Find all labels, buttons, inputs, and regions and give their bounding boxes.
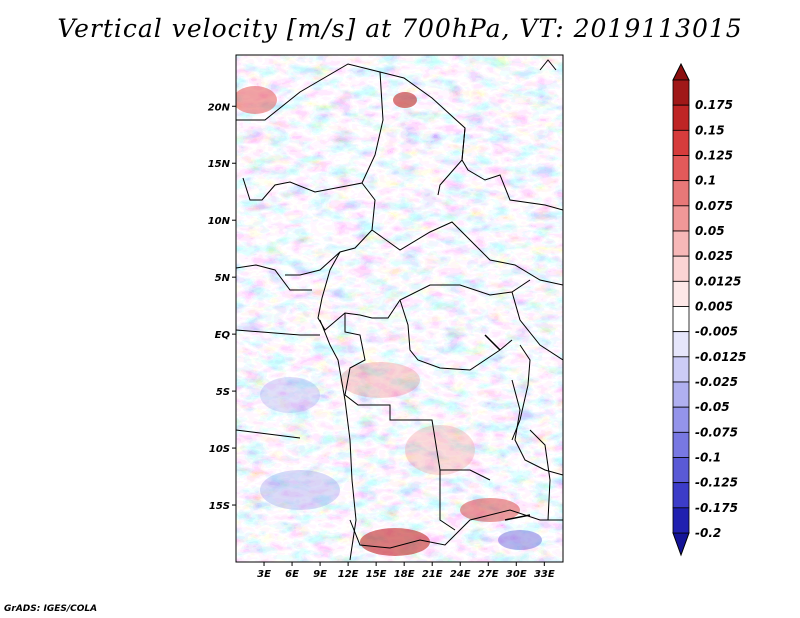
lon-tick-label: 21E [422, 569, 443, 580]
lon-tick-label: 18E [394, 569, 415, 580]
lon-tick-label: 6E [285, 569, 299, 580]
colorbar-swatch [672, 230, 690, 257]
colorbar-label: 0.075 [695, 199, 733, 213]
colorbar-swatch [672, 507, 690, 534]
colorbar-top-arrow [672, 62, 690, 81]
colorbar-swatch [672, 406, 690, 433]
lat-tick-label: 5S [216, 387, 230, 398]
lon-tick-label: 24E [450, 569, 471, 580]
colorbar-label: 0.1 [695, 174, 716, 188]
colorbar-label: -0.075 [695, 425, 738, 439]
colorbar-swatch [672, 104, 690, 131]
lat-tick-label: 15S [209, 501, 230, 512]
lat-tick-label: 10S [209, 444, 230, 455]
colorbar-swatch [672, 155, 690, 182]
lat-tick-label: 20N [208, 102, 231, 113]
grads-credit: GrADS: IGES/COLA [4, 604, 98, 614]
colorbar-swatch [672, 381, 690, 408]
lon-tick-label: 27E [478, 569, 499, 580]
lon-tick-label: 3E [257, 569, 271, 580]
colorbar-label: 0.175 [695, 98, 733, 112]
colorbar-swatch [672, 457, 690, 484]
colorbar-label: -0.125 [695, 476, 738, 490]
colorbar-label: 0.025 [695, 249, 733, 263]
colorbar-label: 0.125 [695, 149, 733, 163]
colorbar-label: -0.025 [695, 375, 738, 389]
colorbar-swatch [672, 331, 690, 358]
colorbar-label: -0.2 [695, 526, 721, 540]
colorbar-swatch [672, 180, 690, 207]
colorbar-swatch [672, 306, 690, 333]
colorbar-swatch [672, 482, 690, 509]
lat-tick-label: 5N [215, 273, 231, 284]
colorbar-swatch [672, 205, 690, 232]
lon-tick-label: 30E [506, 569, 527, 580]
colorbar-label: 0.005 [695, 300, 733, 314]
colorbar-label: 0.05 [695, 224, 725, 238]
latitude-axis: 20N 15N 10N 5N EQ 5S 10S 15S [208, 102, 236, 512]
colorbar-label: -0.175 [695, 501, 738, 515]
lon-tick-label: 12E [338, 569, 359, 580]
colorbar: 0.175 0.15 0.125 0.1 0.075 0.05 0.025 0.0125 0.0… [672, 62, 746, 557]
longitude-axis: 3E 6E 9E 12E 15E 18E 21E 24E 27E 30E 33E [257, 562, 555, 580]
colorbar-swatch [672, 79, 690, 106]
colorbar-swatch [672, 356, 690, 383]
lon-tick-label: 9E [313, 569, 327, 580]
lon-tick-label: 33E [534, 569, 555, 580]
velocity-field [236, 55, 563, 562]
chart-title: Vertical velocity [m/s] at 700hPa, VT: 2… [57, 14, 743, 43]
colorbar-swatch [672, 129, 690, 156]
colorbar-label: -0.0125 [695, 350, 746, 364]
colorbar-label: 0.15 [695, 123, 725, 137]
colorbar-swatch [672, 431, 690, 458]
lat-tick-label: 15N [208, 159, 231, 170]
lat-tick-label: 10N [208, 216, 231, 227]
lat-tick-label: EQ [215, 330, 231, 341]
colorbar-bottom-arrow [672, 532, 690, 557]
country-borders [236, 59, 563, 561]
colorbar-label: -0.005 [695, 325, 738, 339]
colorbar-swatch [672, 255, 690, 282]
colorbar-label: 0.0125 [695, 274, 741, 288]
colorbar-label: -0.1 [695, 451, 721, 465]
colorbar-swatch [672, 280, 690, 307]
map-frame [235, 54, 564, 563]
lon-tick-label: 15E [366, 569, 387, 580]
colorbar-label: -0.05 [695, 400, 730, 414]
